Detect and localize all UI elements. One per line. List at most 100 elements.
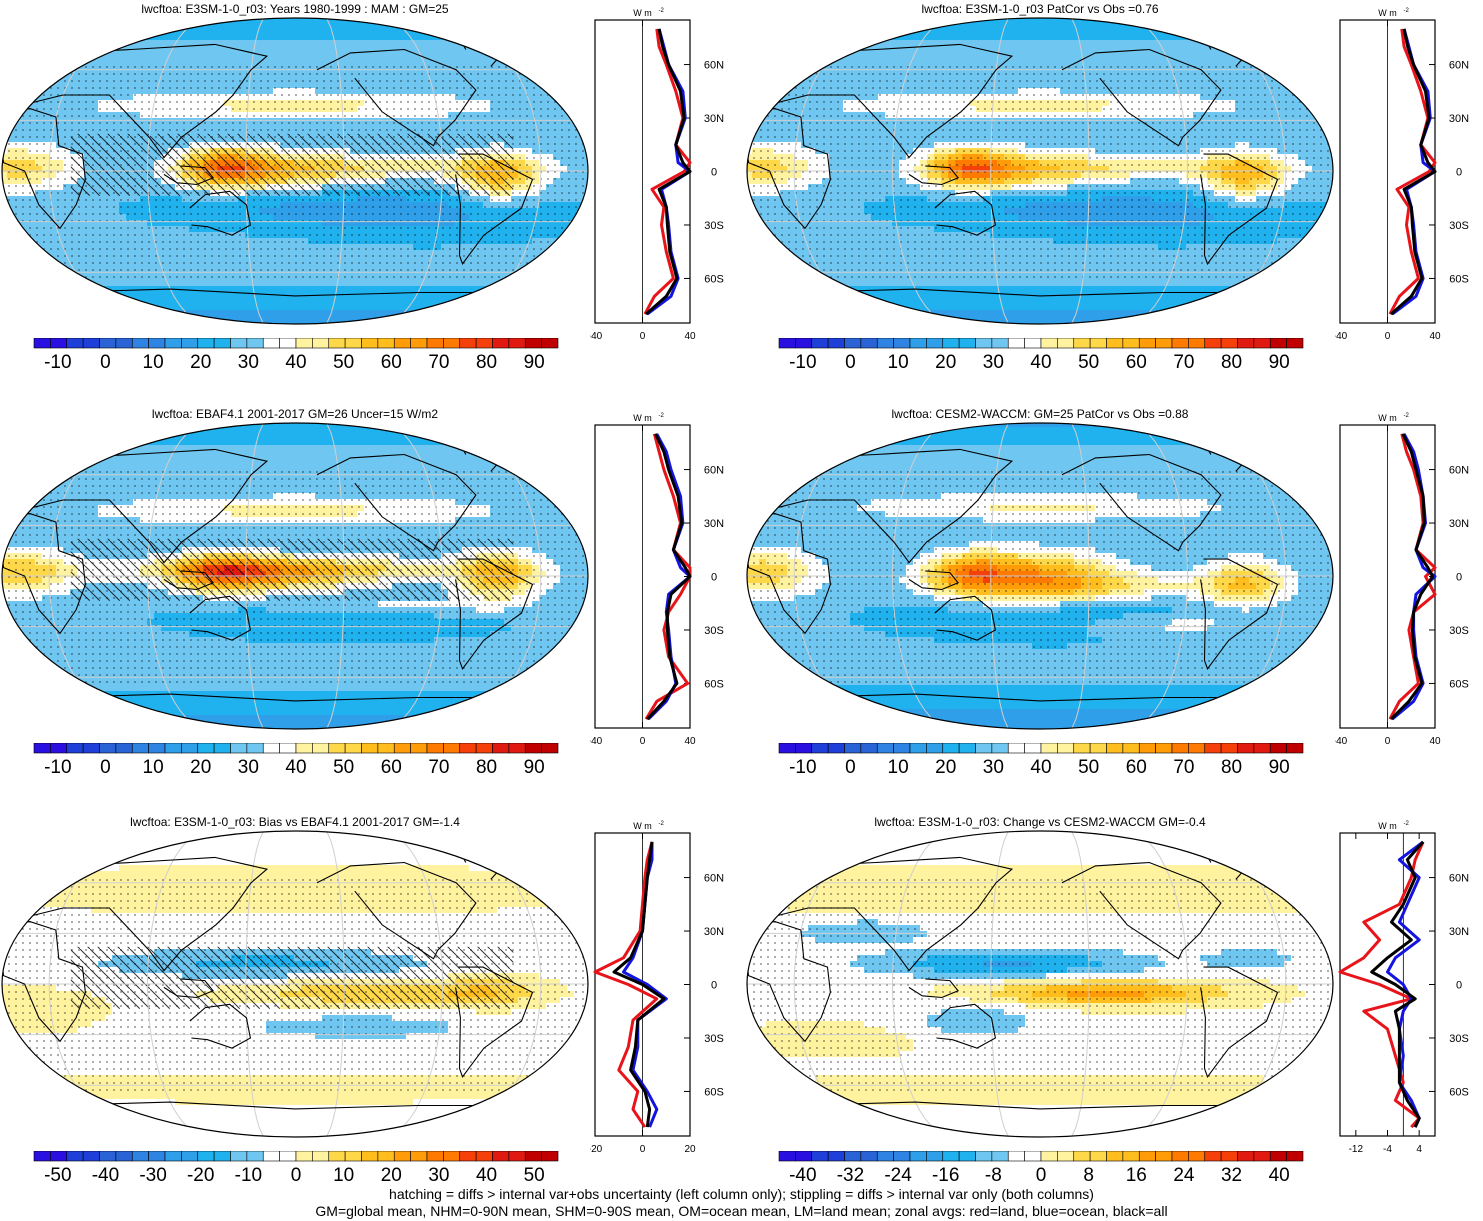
colorbar-tick-label: 50 <box>333 352 354 373</box>
colorbar-tick-label: 60 <box>381 352 402 373</box>
zonal-series-land <box>643 28 692 315</box>
panel-5: lwcftoa: E3SM-1-0_r03: Bias vs EBAF4.1 2… <box>0 813 740 1213</box>
zonal-lat-label: 60N <box>1449 465 1469 477</box>
zonal-x-tick-label: 20 <box>684 1144 696 1155</box>
colorbar-tick-label: 40 <box>476 1165 497 1186</box>
zonal-unit-exponent: -2 <box>659 8 665 14</box>
colorbar-tick-label: 30 <box>238 757 259 778</box>
zonal-x-tick-label: 0 <box>1385 331 1391 342</box>
colorbar-tick-label: -40 <box>789 1165 816 1186</box>
colorbar-tick-label: 30 <box>428 1165 449 1186</box>
zonal-lat-label: 0 <box>711 167 717 179</box>
colorbar-tick-label: -10 <box>235 1165 262 1186</box>
colorbar-tick-label: 70 <box>1173 352 1194 373</box>
zonal-unit-exponent: -2 <box>659 413 665 419</box>
colorbar-tick-label: 20 <box>935 757 956 778</box>
colorbar-tick-label: 0 <box>1036 1165 1047 1186</box>
zonal-series-all <box>646 433 692 721</box>
zonal-average-plot: W m -2 -20 0 20 60N 30N 0 30S 60S <box>590 821 724 1155</box>
zonal-lat-label: 60S <box>704 273 724 285</box>
zonal-lat-label: 0 <box>1456 572 1462 584</box>
zonal-lat-label: 60N <box>704 60 724 72</box>
zonal-lat-label: 30N <box>1449 926 1469 938</box>
colorbar-tick-label: 50 <box>1078 757 1099 778</box>
colorbar-tick-label: 90 <box>1269 757 1290 778</box>
colorbar-tick-label: -10 <box>789 757 816 778</box>
global-map <box>746 830 1334 1138</box>
zonal-lat-label: 0 <box>1456 167 1462 179</box>
colorbar-tick-label: -10 <box>44 757 71 778</box>
colorbar-tick-label: 50 <box>1078 352 1099 373</box>
colorbar-tick-label: -30 <box>139 1165 166 1186</box>
colorbar-tick-label: 80 <box>1221 757 1242 778</box>
zonal-lat-label: 60S <box>1449 678 1469 690</box>
zonal-unit-label: W m <box>1378 821 1397 831</box>
zonal-series-all <box>1390 28 1437 316</box>
colorbar-tick-label: 90 <box>524 757 545 778</box>
zonal-unit-label: W m <box>633 413 652 423</box>
colorbar-tick-label: 70 <box>428 757 449 778</box>
colorbar-tick-label: 20 <box>381 1165 402 1186</box>
zonal-lat-label: 60S <box>704 678 724 690</box>
zonal-x-tick-label: -40 <box>590 736 603 747</box>
global-map <box>1 422 589 730</box>
colorbar-tick-label: 0 <box>845 757 856 778</box>
zonal-lat-label: 60N <box>704 873 724 885</box>
panel-title: lwcftoa: E3SM-1-0_r03 PatCor vs Obs =0.7… <box>745 2 1335 16</box>
colorbar: -10 0 10 20 30 40 50 60 70 80 90 <box>33 338 559 373</box>
zonal-x-tick-label: -12 <box>1349 1144 1364 1155</box>
zonal-x-tick-label: -40 <box>1335 736 1348 747</box>
zonal-x-tick-label: -20 <box>590 1144 603 1155</box>
zonal-unit-label: W m <box>633 821 652 831</box>
zonal-unit-exponent: -2 <box>1404 413 1410 419</box>
zonal-lat-label: 30N <box>1449 113 1469 125</box>
zonal-average-plot: W m -2 -40 0 40 60N 30N 0 30S 60S <box>1335 413 1469 747</box>
panel-title: lwcftoa: EBAF4.1 2001-2017 GM=26 Uncer=1… <box>0 407 590 421</box>
zonal-series-land <box>644 433 692 720</box>
zonal-x-tick-label: 0 <box>640 736 646 747</box>
zonal-series-land <box>1388 433 1437 720</box>
zonal-series-land <box>1388 28 1437 315</box>
colorbar-tick-label: -24 <box>884 1165 912 1186</box>
colorbar-tick-label: -32 <box>837 1165 864 1186</box>
zonal-lat-label: 30S <box>704 220 724 232</box>
zonal-x-tick-label: 4 <box>1416 1144 1422 1155</box>
zonal-lat-label: 60N <box>704 465 724 477</box>
panel-title: lwcftoa: E3SM-1-0_r03: Change vs CESM2-W… <box>745 815 1335 829</box>
colorbar-tick-label: -16 <box>932 1165 959 1186</box>
zonal-average-plot: W m -2 -40 0 40 60N 30N 0 30S 60S <box>590 8 724 342</box>
panel-6: lwcftoa: E3SM-1-0_r03: Change vs CESM2-W… <box>745 813 1483 1213</box>
zonal-series-all <box>612 841 666 1128</box>
colorbar-tick-label: 90 <box>1269 352 1290 373</box>
zonal-unit-label: W m <box>1378 8 1397 18</box>
zonal-unit-label: W m <box>1378 413 1397 423</box>
colorbar-tick-label: -50 <box>44 1165 71 1186</box>
zonal-series-land <box>593 841 659 1128</box>
zonal-lat-label: 30S <box>704 625 724 637</box>
colorbar-tick-label: 0 <box>100 757 111 778</box>
colorbar-tick-label: 8 <box>1083 1165 1094 1186</box>
colorbar-tick-label: -10 <box>789 352 816 373</box>
zonal-unit-label: W m <box>633 8 652 18</box>
zonal-lat-label: 30N <box>704 518 724 530</box>
zonal-average-plot: W m -2 -40 0 40 60N 30N 0 30S 60S <box>1335 8 1469 342</box>
colorbar-tick-label: 32 <box>1221 1165 1242 1186</box>
global-map <box>1 830 589 1138</box>
zonal-x-tick-label: 0 <box>640 331 646 342</box>
footer-line-1: hatching = diffs > internal var+obs unce… <box>0 1186 1483 1203</box>
zonal-series-ocean <box>1391 433 1437 721</box>
colorbar-tick-label: 10 <box>888 757 909 778</box>
colorbar-tick-label: 70 <box>1173 757 1194 778</box>
zonal-unit-exponent: -2 <box>659 821 665 827</box>
panel-1: lwcftoa: E3SM-1-0_r03: Years 1980-1999 :… <box>0 0 740 400</box>
colorbar-tick-label: 90 <box>524 352 545 373</box>
zonal-x-tick-label: 0 <box>1385 736 1391 747</box>
zonal-average-plot: W m -2 -40 0 40 60N 30N 0 30S 60S <box>590 413 724 747</box>
zonal-x-tick-label: -40 <box>590 331 603 342</box>
colorbar-tick-label: 80 <box>476 757 497 778</box>
colorbar-tick-label: 20 <box>190 352 211 373</box>
zonal-lat-label: 30N <box>704 926 724 938</box>
colorbar-tick-label: 70 <box>428 352 449 373</box>
zonal-x-tick-label: 40 <box>1429 331 1441 342</box>
colorbar-tick-label: 80 <box>1221 352 1242 373</box>
